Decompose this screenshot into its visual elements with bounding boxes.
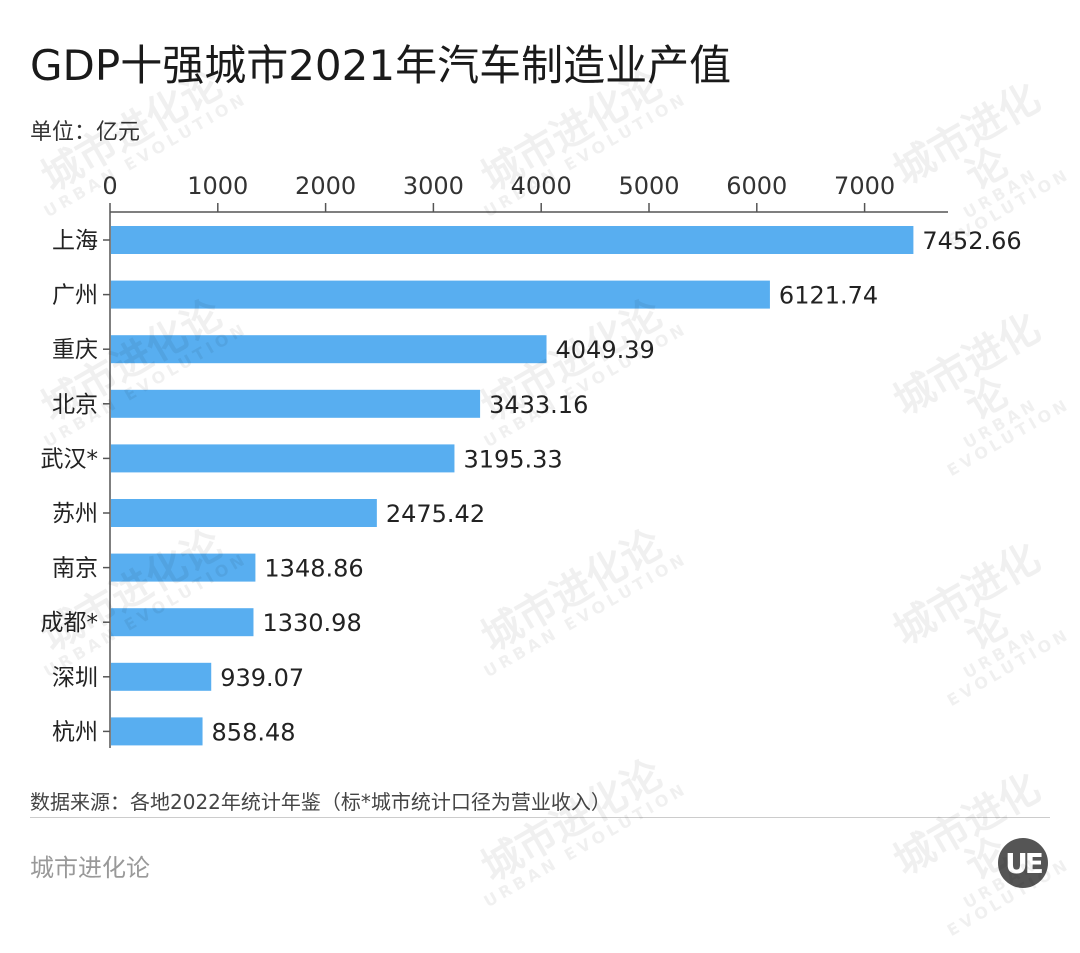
x-tick-label: 4000 (511, 172, 572, 200)
bar (111, 389, 481, 418)
bar (111, 662, 212, 691)
bar (111, 553, 256, 582)
category-label: 深圳 (52, 665, 98, 691)
bar (111, 335, 547, 364)
category-label: 重庆 (52, 337, 98, 363)
category-label: 南京 (52, 556, 98, 582)
category-label: 杭州 (52, 719, 98, 745)
bar (111, 499, 377, 527)
value-label: 939.07 (220, 664, 304, 692)
x-tick-label: 5000 (618, 172, 679, 200)
value-label: 1330.98 (262, 609, 361, 637)
x-tick-label: 1000 (187, 172, 248, 200)
bar (111, 608, 254, 637)
bar-chart: 0 1000 2000 3000 4000 5000 6000 7000 上海 7452.66 广州… (41, 172, 1022, 748)
category-label: 武汉* (41, 446, 99, 472)
category-label: 成都* (41, 610, 99, 636)
category-label: 广州 (52, 283, 98, 309)
value-label: 3195.33 (463, 445, 562, 473)
brand-name: 城市进化论 (30, 854, 150, 882)
value-label: 6121.74 (779, 282, 878, 310)
x-tick-label: 0 (102, 172, 117, 200)
x-tick-label: 2000 (295, 172, 356, 200)
category-label: 北京 (52, 392, 98, 418)
value-label: 3433.16 (489, 391, 588, 419)
footer-divider (30, 817, 1050, 818)
category-label: 上海 (52, 228, 98, 254)
brand-logo: UE (998, 838, 1048, 888)
x-tick-label: 6000 (726, 172, 787, 200)
x-tick-label: 7000 (834, 172, 895, 200)
unit-label: 单位：亿元 (30, 120, 141, 145)
source-note: 数据来源：各地2022年统计年鉴（标*城市统计口径为营业收入） (30, 790, 611, 814)
value-label: 7452.66 (922, 227, 1021, 255)
bar (111, 717, 203, 746)
value-label: 1348.86 (264, 555, 363, 583)
chart-title: GDP十强城市2021年汽车制造业产值 (30, 41, 732, 90)
x-tick-label: 3000 (403, 172, 464, 200)
bar (111, 226, 914, 254)
value-label: 2475.42 (386, 500, 485, 528)
bar (111, 444, 455, 473)
value-label: 4049.39 (556, 336, 655, 364)
category-label: 苏州 (52, 501, 98, 527)
value-label: 858.48 (212, 718, 296, 746)
bar (111, 280, 770, 309)
